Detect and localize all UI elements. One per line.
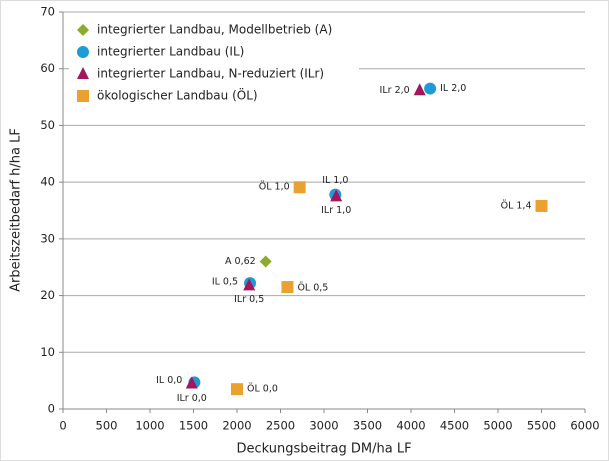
point-label: ÖL 0,0 xyxy=(247,384,278,395)
data-point xyxy=(330,189,343,202)
data-point xyxy=(231,383,243,396)
x-tick-label: 5500 xyxy=(527,419,556,433)
x-tick-label: 3500 xyxy=(353,419,382,433)
data-point xyxy=(281,281,294,294)
point-label: ÖL 0,5 xyxy=(297,283,328,294)
legend-label: integrierter Landbau, N-reduziert (ILr) xyxy=(97,67,324,81)
y-tick-label: 20 xyxy=(40,288,55,302)
legend-marker xyxy=(77,24,89,36)
x-tick-label: 3000 xyxy=(309,419,338,433)
point-label: A 0,62 xyxy=(225,256,256,267)
legend-marker xyxy=(77,67,89,79)
data-point xyxy=(185,376,198,389)
x-axis-title: Deckungsbeitrag DM/ha LF xyxy=(236,442,411,457)
point-label: IL 1,0 xyxy=(322,175,348,186)
data-point xyxy=(243,278,256,291)
legend-marker xyxy=(77,90,89,102)
data-point xyxy=(424,82,437,95)
legend-box xyxy=(69,18,359,110)
x-tick-label: 1500 xyxy=(179,419,208,433)
y-tick-label: 50 xyxy=(40,118,55,132)
point-label: ILr 1,0 xyxy=(321,205,351,216)
point-label: IL 2,0 xyxy=(440,83,466,94)
y-tick-label: 10 xyxy=(40,345,55,359)
point-label: ILr 0,5 xyxy=(234,294,264,305)
y-tick-label: 40 xyxy=(40,175,55,189)
x-tick-label: 2000 xyxy=(222,419,251,433)
data-point xyxy=(293,181,306,194)
point-label: ÖL 1,4 xyxy=(501,200,532,211)
point-label: ILr 0,0 xyxy=(177,393,207,404)
y-axis-title: Arbeitszeitbedarf h/ha LF xyxy=(9,128,24,292)
x-tick-label: 2500 xyxy=(266,419,295,433)
y-tick-label: 70 xyxy=(40,5,55,19)
point-label: IL 0,5 xyxy=(212,277,238,288)
y-tick-label: 60 xyxy=(40,61,55,75)
legend-label: integrierter Landbau (IL) xyxy=(97,45,244,59)
legend-label: integrierter Landbau, Modellbetrieb (A) xyxy=(97,23,332,37)
data-point xyxy=(413,83,426,96)
legend-marker xyxy=(77,46,89,58)
x-tick-label: 1000 xyxy=(135,419,164,433)
data-point xyxy=(259,255,272,268)
point-label: IL 0,0 xyxy=(156,375,182,386)
x-tick-label: 0 xyxy=(59,419,66,433)
x-tick-label: 4500 xyxy=(440,419,469,433)
y-tick-label: 30 xyxy=(40,231,55,245)
y-tick-label: 0 xyxy=(48,402,55,416)
point-label: ÖL 1,0 xyxy=(259,182,290,193)
x-tick-label: 500 xyxy=(96,419,118,433)
x-tick-label: 4000 xyxy=(396,419,425,433)
x-tick-label: 5000 xyxy=(483,419,512,433)
point-label: ILr 2,0 xyxy=(380,85,410,96)
data-point xyxy=(535,199,548,212)
x-tick-label: 6000 xyxy=(570,419,599,433)
legend-label: ökologischer Landbau (ÖL) xyxy=(97,87,258,103)
